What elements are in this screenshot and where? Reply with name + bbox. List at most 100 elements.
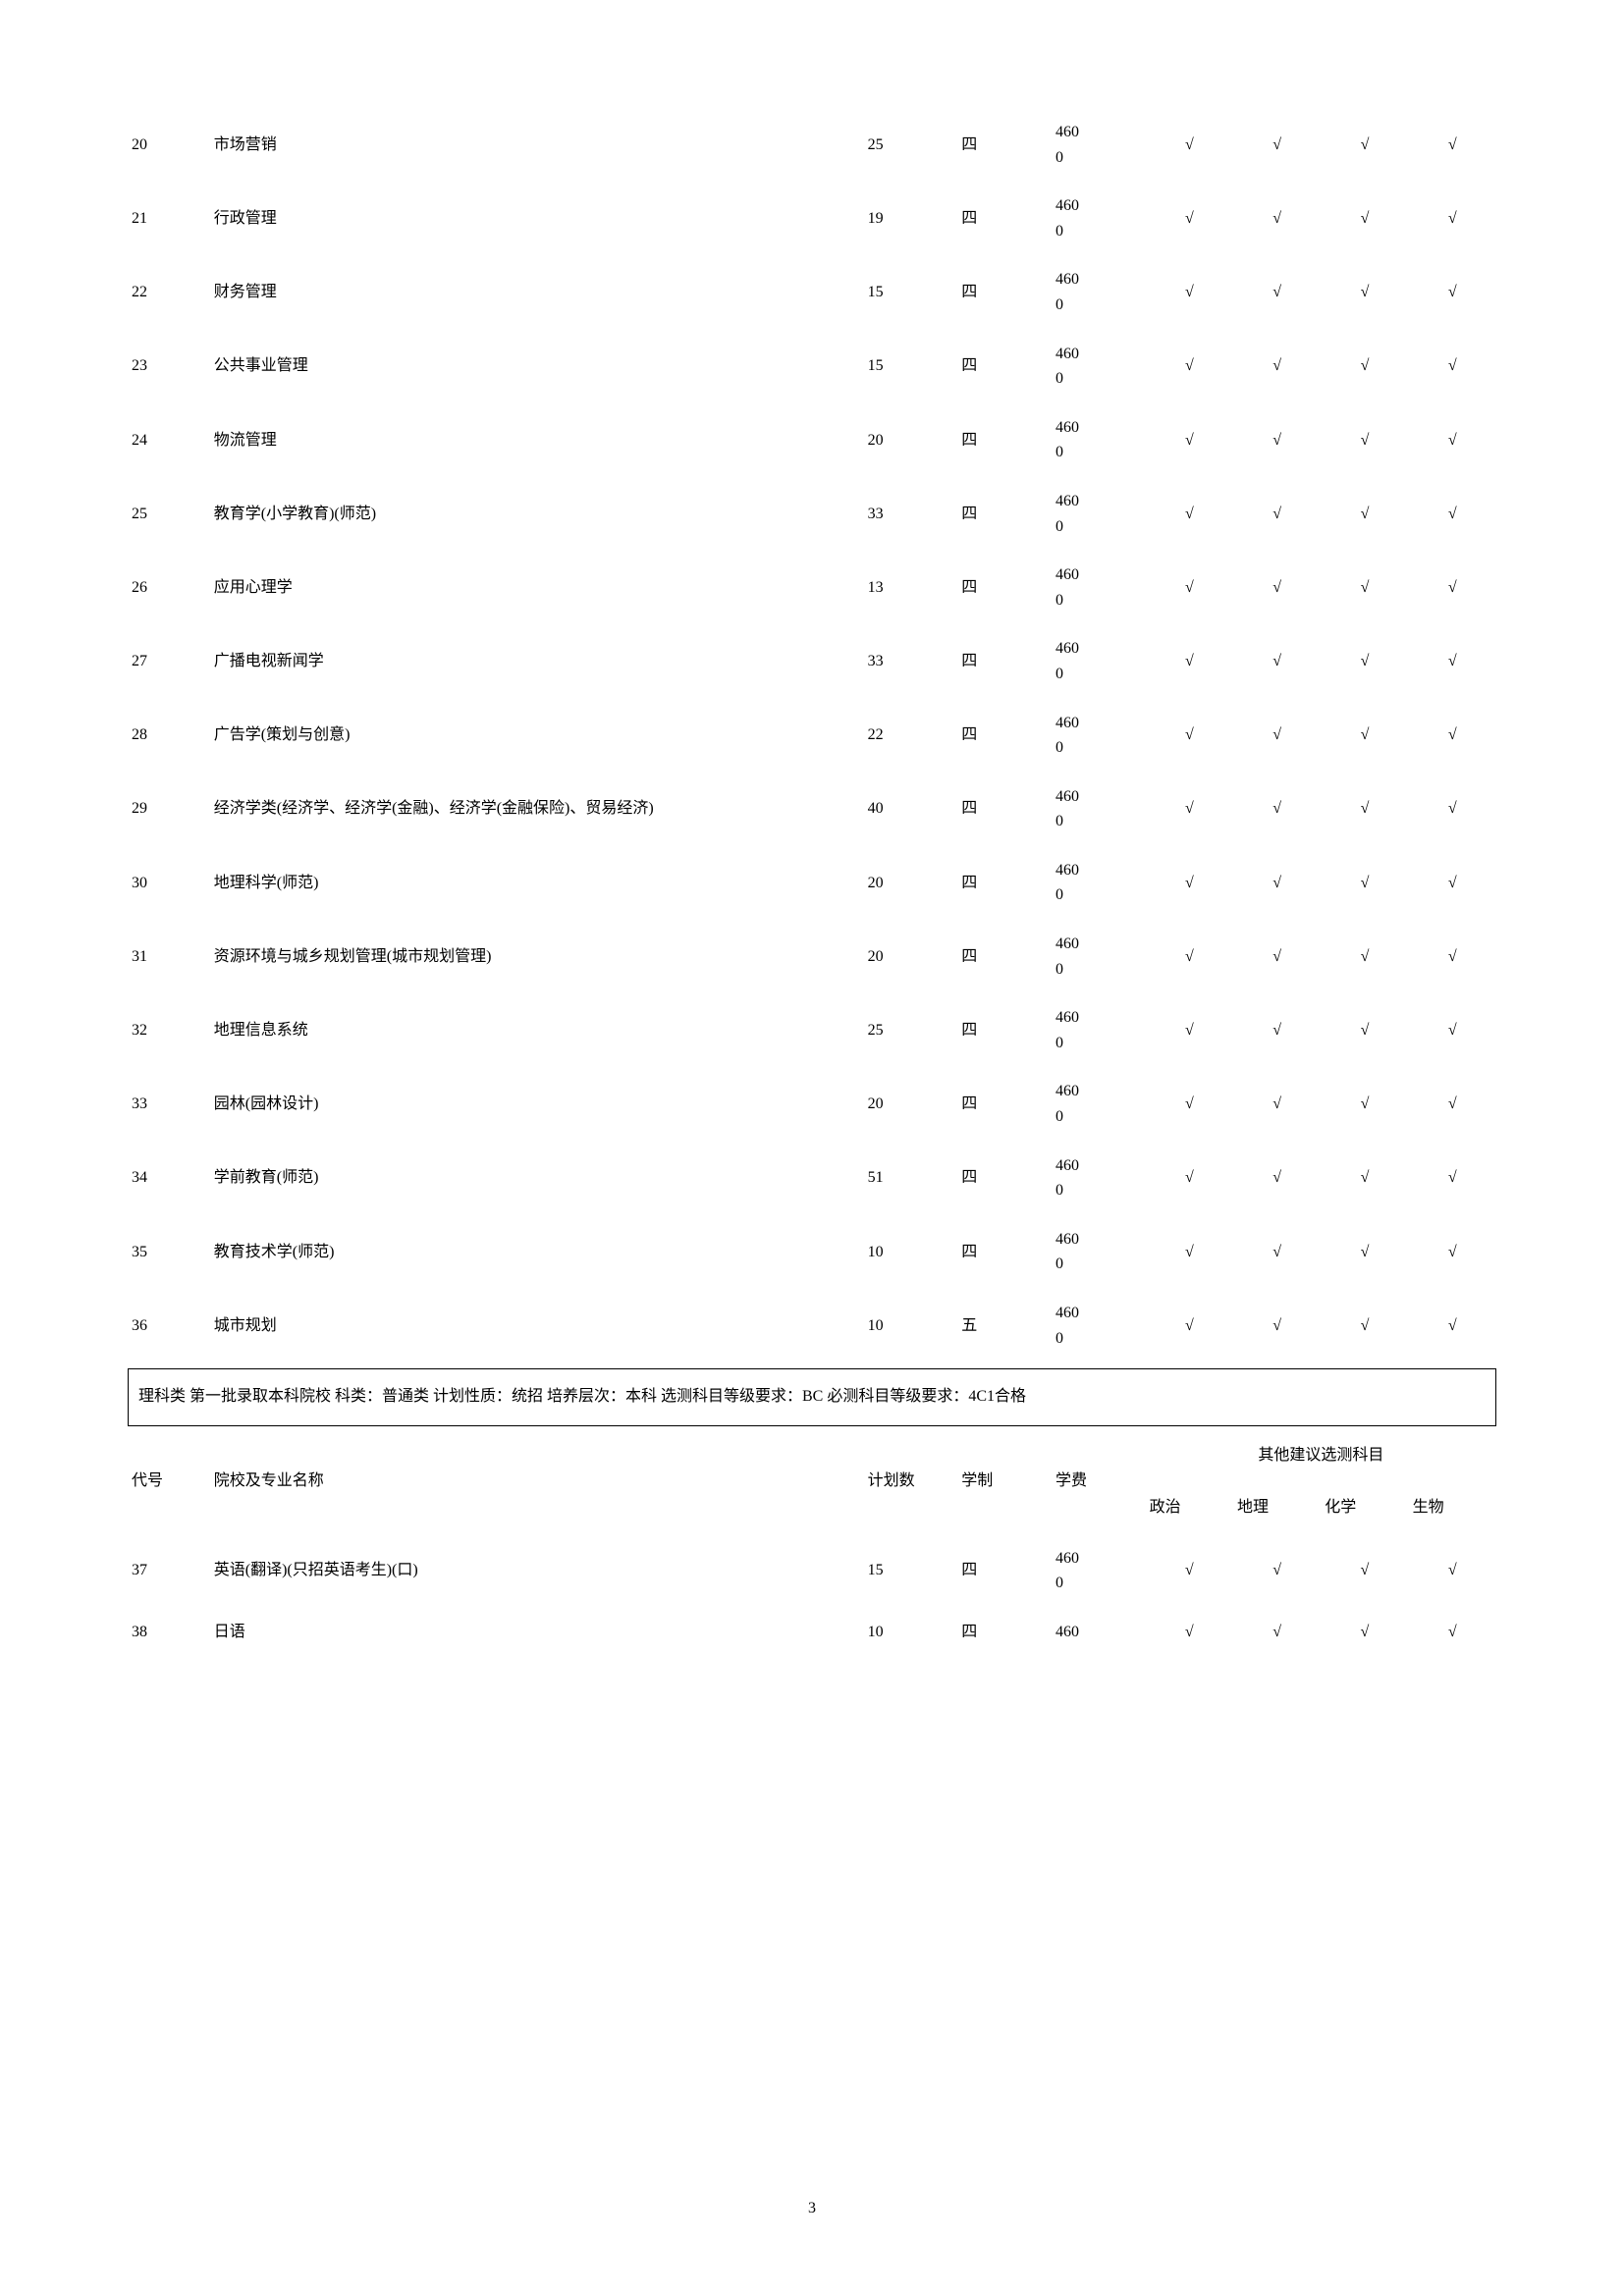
cell-check-1: √ [1146,993,1233,1067]
header-plan: 计划数 [864,1430,958,1534]
cell-check-1: √ [1146,773,1233,846]
table-row: 35教育技术学(师范)10四4600√√√√ [128,1215,1496,1289]
cell-check-4: √ [1409,920,1496,993]
cell-duration: 四 [957,1215,1052,1289]
cell-name: 市场营销 [206,108,864,182]
header-subject-2: 地理 [1233,1482,1321,1534]
cell-fee: 4600 [1052,403,1146,477]
cell-plan: 40 [864,773,958,846]
cell-name: 教育技术学(师范) [206,1215,864,1289]
cell-check-2: √ [1233,182,1321,255]
cell-code: 24 [128,403,206,477]
cell-fee: 4600 [1052,699,1146,773]
header-subject-3: 化学 [1321,1482,1408,1534]
cell-code: 25 [128,477,206,551]
cell-plan: 15 [864,1534,958,1608]
cell-check-3: √ [1321,403,1408,477]
cell-check-1: √ [1146,1608,1233,1657]
table-row: 23公共事业管理15四4600√√√√ [128,330,1496,403]
cell-code: 23 [128,330,206,403]
cell-check-2: √ [1233,1534,1321,1608]
cell-check-1: √ [1146,403,1233,477]
cell-name: 英语(翻译)(只招英语考生)(口) [206,1534,864,1608]
cell-check-2: √ [1233,846,1321,920]
cell-check-4: √ [1409,477,1496,551]
table-row: 29经济学类(经济学、经济学(金融)、经济学(金融保险)、贸易经济)40四460… [128,773,1496,846]
cell-duration: 五 [957,1289,1052,1362]
cell-check-1: √ [1146,1067,1233,1141]
cell-code: 31 [128,920,206,993]
cell-fee: 4600 [1052,330,1146,403]
cell-check-1: √ [1146,1289,1233,1362]
cell-plan: 25 [864,108,958,182]
cell-check-3: √ [1321,1215,1408,1289]
cell-name: 经济学类(经济学、经济学(金融)、经济学(金融保险)、贸易经济) [206,773,864,846]
cell-check-4: √ [1409,330,1496,403]
cell-code: 32 [128,993,206,1067]
cell-code: 30 [128,846,206,920]
header-subject-4: 生物 [1409,1482,1496,1534]
cell-plan: 20 [864,1067,958,1141]
cell-check-3: √ [1321,182,1408,255]
cell-check-4: √ [1409,624,1496,698]
table-row: 34学前教育(师范)51四4600√√√√ [128,1142,1496,1215]
cell-check-4: √ [1409,1608,1496,1657]
cell-fee: 4600 [1052,1215,1146,1289]
cell-check-1: √ [1146,551,1233,624]
cell-plan: 20 [864,846,958,920]
header-code: 代号 [128,1430,206,1534]
cell-check-1: √ [1146,477,1233,551]
cell-name: 广告学(策划与创意) [206,699,864,773]
cell-fee: 4600 [1052,182,1146,255]
cell-code: 38 [128,1608,206,1657]
header-subject-group: 其他建议选测科目 [1146,1430,1496,1482]
header-subject-1: 政治 [1146,1482,1233,1534]
cell-code: 27 [128,624,206,698]
cell-fee: 4600 [1052,551,1146,624]
table-row: 36城市规划10五4600√√√√ [128,1289,1496,1362]
cell-check-2: √ [1233,477,1321,551]
cell-duration: 四 [957,1608,1052,1657]
table-row: 24物流管理20四4600√√√√ [128,403,1496,477]
cell-name: 广播电视新闻学 [206,624,864,698]
table-row: 22财务管理15四4600√√√√ [128,255,1496,329]
cell-check-2: √ [1233,403,1321,477]
cell-check-2: √ [1233,255,1321,329]
cell-check-4: √ [1409,255,1496,329]
cell-plan: 33 [864,624,958,698]
cell-check-4: √ [1409,551,1496,624]
cell-name: 资源环境与城乡规划管理(城市规划管理) [206,920,864,993]
cell-fee: 4600 [1052,477,1146,551]
table-row: 26应用心理学13四4600√√√√ [128,551,1496,624]
cell-name: 公共事业管理 [206,330,864,403]
table-row: 32地理信息系统25四4600√√√√ [128,993,1496,1067]
cell-name: 日语 [206,1608,864,1657]
cell-code: 34 [128,1142,206,1215]
cell-check-4: √ [1409,846,1496,920]
cell-check-1: √ [1146,330,1233,403]
cell-code: 35 [128,1215,206,1289]
cell-check-2: √ [1233,330,1321,403]
cell-check-2: √ [1233,699,1321,773]
cell-plan: 15 [864,330,958,403]
cell-name: 应用心理学 [206,551,864,624]
cell-code: 33 [128,1067,206,1141]
cell-check-3: √ [1321,624,1408,698]
cell-duration: 四 [957,846,1052,920]
cell-check-3: √ [1321,255,1408,329]
cell-duration: 四 [957,624,1052,698]
cell-check-1: √ [1146,920,1233,993]
cell-check-3: √ [1321,330,1408,403]
cell-check-2: √ [1233,1608,1321,1657]
cell-duration: 四 [957,993,1052,1067]
cell-check-4: √ [1409,1142,1496,1215]
cell-check-2: √ [1233,1067,1321,1141]
cell-plan: 33 [864,477,958,551]
cell-check-3: √ [1321,551,1408,624]
section-header-text: 理科类 第一批录取本科院校 科类：普通类 计划性质：统招 培养层次：本科 选测科… [129,1369,1496,1426]
cell-fee: 4600 [1052,1067,1146,1141]
cell-check-2: √ [1233,993,1321,1067]
cell-check-3: √ [1321,477,1408,551]
cell-check-3: √ [1321,1534,1408,1608]
cell-fee: 4600 [1052,773,1146,846]
